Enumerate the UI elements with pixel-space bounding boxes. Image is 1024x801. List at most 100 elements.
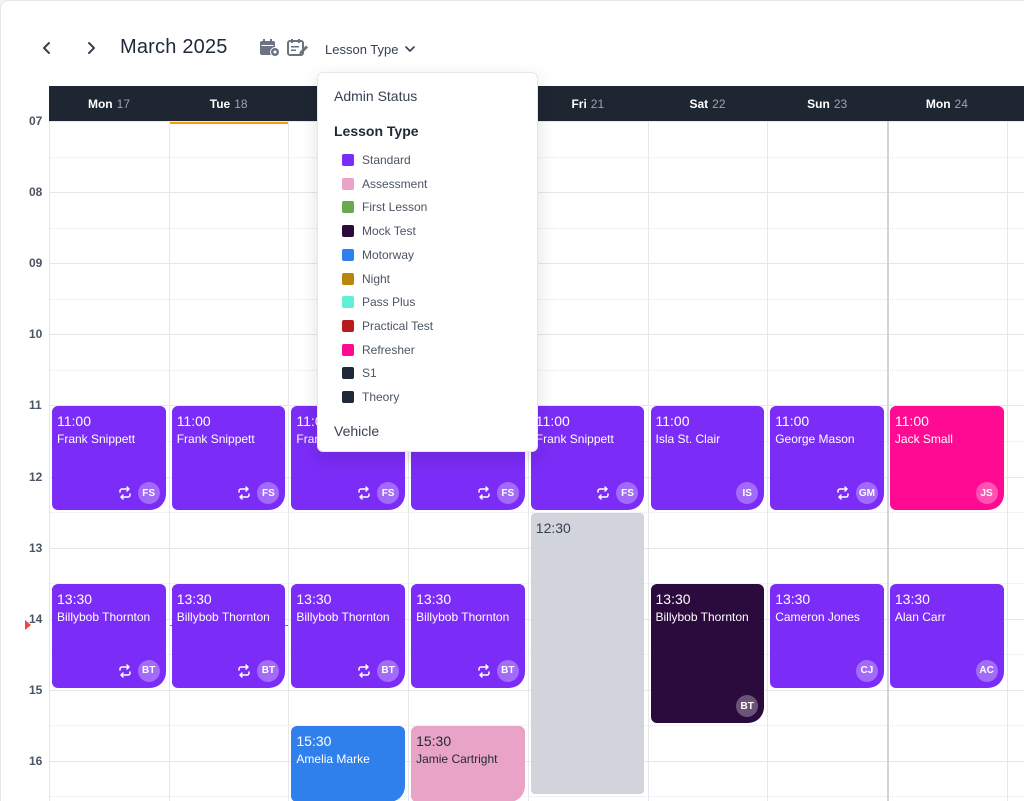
day-header-mon-17[interactable]: Mon 17 (49, 86, 169, 121)
hour-label-13: 13 (29, 540, 43, 555)
half-hour-line (49, 512, 1024, 514)
event-time: 15:30 (416, 733, 452, 750)
hour-label-10: 10 (29, 327, 43, 342)
lesson-type-option-mock-test[interactable]: Mock Test (342, 222, 416, 240)
lesson-event[interactable]: 13:30 Billybob Thornton BT (411, 584, 525, 688)
color-swatch (342, 367, 354, 380)
event-footer: FS (357, 482, 400, 505)
student-avatar: FS (496, 482, 519, 505)
student-avatar: FS (616, 482, 639, 505)
lesson-type-option-first-lesson[interactable]: First Lesson (342, 198, 427, 216)
day-column-divider (767, 121, 769, 801)
event-footer: BT (477, 659, 519, 682)
day-column-divider (647, 121, 649, 801)
event-student-name: Billybob Thornton (57, 610, 151, 625)
lesson-type-option-label: Night (362, 271, 391, 286)
student-avatar: BT (496, 659, 519, 682)
day-header-tue-18[interactable]: Tue 18 (168, 86, 289, 124)
event-time: 13:30 (775, 591, 811, 608)
hour-label-08: 08 (29, 185, 43, 200)
day-column-divider (49, 121, 50, 801)
event-student-name: Billybob Thornton (416, 610, 510, 625)
event-student-name: Billybob Thornton (176, 610, 270, 625)
student-avatar: JS (975, 482, 998, 505)
student-avatar: IS (736, 482, 759, 505)
event-footer: BT (237, 659, 280, 682)
student-avatar: FS (257, 482, 280, 505)
lesson-event[interactable]: 11:00 Jack Small JS (889, 406, 1004, 511)
event-footer: CJ (855, 659, 878, 682)
dropdown-vehicle[interactable]: Vehicle (334, 423, 380, 439)
day-number: 22 (712, 96, 726, 111)
repeat-icon (118, 664, 131, 678)
lesson-event[interactable]: 13:30 Alan Carr AC (889, 584, 1004, 688)
event-time: 15:30 (296, 733, 332, 750)
lesson-type-option-standard[interactable]: Standard (342, 151, 411, 169)
event-time: 13:30 (894, 591, 930, 608)
event-footer: JS (975, 482, 998, 505)
lesson-type-option-theory[interactable]: Theory (342, 388, 399, 406)
day-header-sat-22[interactable]: Sat 22 (648, 86, 768, 121)
next-week-button[interactable] (78, 35, 104, 61)
lesson-type-option-night[interactable]: Night (342, 270, 390, 288)
lesson-type-option-practical-test[interactable]: Practical Test (342, 317, 433, 335)
lesson-event[interactable]: 11:00 Frank Snippett FS (530, 406, 645, 511)
lesson-event[interactable]: 13:30 Cameron Jones CJ (770, 584, 884, 688)
student-avatar: BT (377, 659, 400, 682)
lesson-type-option-motorway[interactable]: Motorway (342, 246, 414, 264)
lesson-type-option-pass-plus[interactable]: Pass Plus (342, 293, 415, 311)
day-number: 24 (954, 96, 968, 111)
event-student-name: Billybob Thornton (655, 610, 749, 625)
student-avatar: BT (137, 659, 160, 682)
event-time: 11:00 (535, 413, 570, 430)
lesson-event[interactable]: 11:00 Frank Snippett FS (171, 406, 286, 511)
calendar-edit-icon[interactable] (287, 38, 309, 58)
day-header-mon-24[interactable]: Mon 24 (887, 86, 1007, 121)
lesson-type-dropdown: Admin Status Lesson Type Standard Assessm… (317, 72, 538, 452)
blocked-time[interactable]: 12:30 (530, 513, 645, 795)
lesson-type-option-label: Assessment (362, 176, 428, 191)
event-footer: FS (596, 482, 639, 505)
current-time-marker (25, 620, 31, 630)
lesson-type-option-refresher[interactable]: Refresher (342, 341, 415, 359)
color-swatch (342, 177, 354, 190)
student-avatar: FS (377, 482, 400, 505)
color-swatch (342, 296, 354, 309)
event-student-name: George Mason (775, 432, 855, 447)
color-swatch (342, 248, 354, 261)
event-time: 13:30 (416, 591, 452, 608)
lesson-type-filter-button[interactable]: Lesson Type (325, 39, 416, 59)
lesson-event[interactable]: 13:30 Billybob Thornton BT (52, 584, 166, 688)
lesson-event[interactable]: 13:30 Billybob Thornton BT (291, 584, 406, 688)
lesson-type-option-label: Practical Test (362, 318, 434, 333)
lesson-event[interactable]: 13:30 Billybob Thornton BT (650, 584, 765, 724)
lesson-event[interactable]: 15:30 Amelia Marke (291, 726, 406, 801)
lesson-type-option-label: First Lesson (362, 200, 428, 215)
calendar-settings-icon[interactable] (259, 38, 281, 58)
lesson-type-option-s1[interactable]: S1 (342, 364, 377, 382)
lesson-type-option-assessment[interactable]: Assessment (342, 175, 427, 193)
hour-label-12: 12 (29, 469, 43, 484)
hour-label-15: 15 (29, 682, 43, 697)
event-time: 13:30 (655, 591, 691, 608)
hour-label-16: 16 (29, 753, 43, 768)
event-footer: AC (975, 659, 998, 682)
lesson-event[interactable]: 15:30 Jamie Cartright (411, 726, 525, 801)
day-header-fri-21[interactable]: Fri 21 (528, 86, 648, 121)
lesson-event[interactable]: 13:30 Billybob Thornton BT (171, 584, 286, 688)
day-number: 17 (116, 96, 130, 111)
dropdown-admin-status[interactable]: Admin Status (334, 88, 418, 104)
event-student-name: Frank Snippett (535, 432, 614, 447)
day-column-divider (288, 121, 290, 801)
day-header-sun-23[interactable]: Sun 23 (767, 86, 887, 121)
lesson-type-option-label: Mock Test (362, 224, 416, 239)
lesson-event[interactable]: 11:00 Frank Snippett FS (52, 406, 166, 511)
day-number: 21 (590, 96, 605, 111)
lesson-event[interactable]: 11:00 Isla St. Clair IS (650, 406, 765, 511)
event-footer: BT (736, 695, 759, 718)
chevron-down-icon (405, 46, 416, 52)
lesson-event[interactable]: 11:00 George Mason GM (770, 406, 884, 511)
repeat-icon (358, 664, 370, 678)
lesson-type-option-label: Motorway (362, 247, 415, 262)
previous-week-button[interactable] (34, 35, 60, 61)
